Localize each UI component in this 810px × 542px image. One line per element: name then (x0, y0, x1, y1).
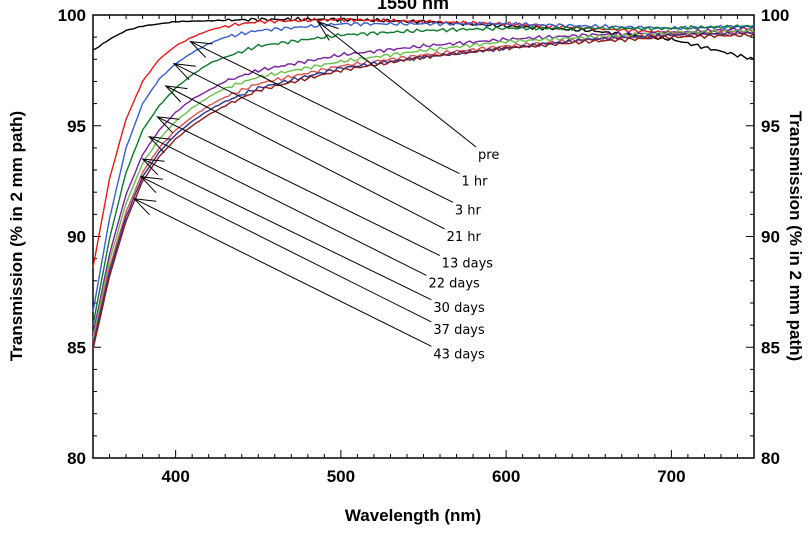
y-axis-title-right: Transmission (% in 2 mm path) (786, 111, 805, 361)
annotation-arrow-line (157, 116, 440, 256)
y-tick-label-left: 95 (67, 117, 86, 136)
x-tick-labels: 400 500 600 700 (161, 467, 685, 486)
annotation-arrow-head (147, 136, 172, 154)
annotation-label: 30 days (433, 301, 485, 316)
annotation-label: 22 days (428, 276, 480, 291)
annotation-arrow-head (316, 20, 339, 41)
annotation-label: 43 days (433, 347, 485, 362)
annotation-arrow-line (142, 158, 432, 301)
annotation-arrow-line (173, 63, 454, 203)
series-line-21-hr (92, 24, 755, 326)
x-tick-label: 600 (492, 467, 520, 486)
series-line-22-days (92, 28, 755, 339)
y-tick-label-right: 90 (761, 228, 780, 247)
y-tick-label-left: 85 (67, 338, 86, 357)
y-tick-label-right: 100 (761, 6, 789, 25)
y-tick-label-right: 80 (761, 449, 780, 468)
annotation-label: pre (478, 148, 499, 163)
annotation-arrow-head (172, 63, 196, 81)
x-tick-label: 400 (161, 467, 189, 486)
annotation-arrow-line (317, 21, 477, 148)
annotation-label: 3 hr (455, 203, 482, 218)
annotation-label: 13 days (442, 257, 494, 272)
annotation-arrow-head (141, 158, 165, 176)
annotation-arrow-head (139, 176, 163, 194)
annotation-arrow-head (164, 85, 188, 103)
y-tick-label-left: 80 (67, 449, 86, 468)
y-tick-label-right: 85 (761, 338, 780, 357)
y-tick-labels-right: 80 85 90 95 100 (761, 6, 789, 468)
annotation-arrow-line (134, 198, 432, 347)
plot-frame (92, 14, 755, 459)
annotation-layer: pre 1 hr 3 hr 21 hr 13 days 22 days 30 days 37 … (132, 20, 499, 362)
annotation-label: 1 hr (462, 175, 489, 190)
y-tick-label-right: 95 (761, 117, 780, 136)
y-tick-label-left: 100 (58, 6, 86, 25)
axis-ticks (93, 15, 754, 458)
annotation-arrow-line (140, 176, 432, 323)
annotation-label: 21 hr (447, 230, 482, 245)
x-tick-label: 500 (327, 467, 355, 486)
series-line-43-days (92, 32, 755, 350)
y-tick-label-left: 90 (67, 228, 86, 247)
chart-title: 1550 nm (377, 0, 449, 13)
series-line-37-days (92, 30, 755, 346)
annotation-arrow-line (190, 41, 460, 175)
annotation-arrow-head (156, 116, 180, 134)
annotation-arrow-head (132, 198, 157, 216)
y-tick-labels-left: 80 85 90 95 100 (58, 6, 86, 468)
series-layer (92, 16, 755, 350)
annotation-arrow-line (148, 136, 427, 276)
x-tick-label: 700 (657, 467, 685, 486)
annotation-arrow-head (189, 40, 213, 58)
annotation-arrow-line (165, 85, 445, 230)
x-axis-title: Wavelength (nm) (345, 506, 481, 525)
y-axis-title-left: Transmission (% in 2 mm path) (7, 111, 26, 361)
annotation-label: 37 days (433, 323, 485, 338)
